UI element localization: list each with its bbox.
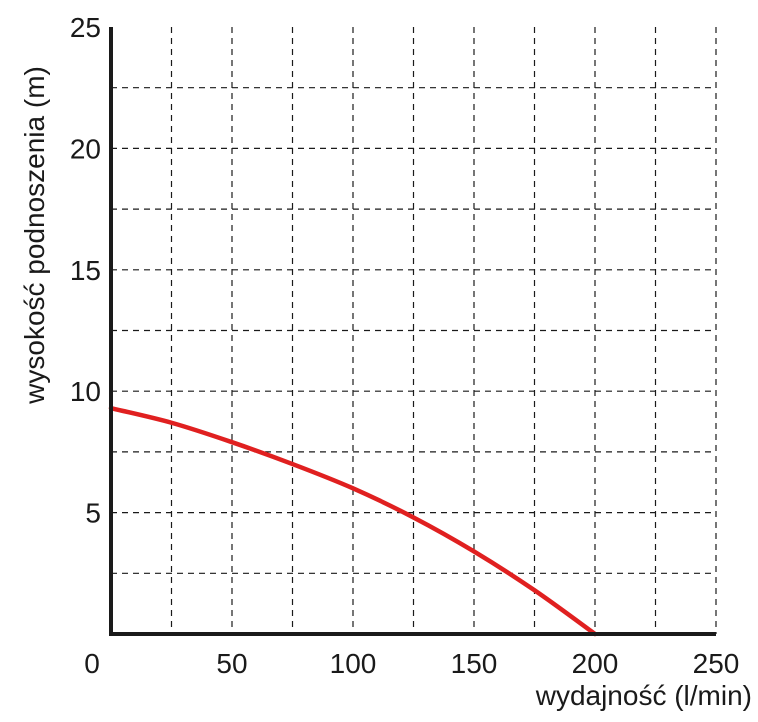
y-tick-label-20: 20	[70, 133, 101, 164]
y-tick-label-10: 10	[70, 376, 101, 407]
x-tick-label-200: 200	[572, 648, 619, 679]
x-tick-label-250: 250	[693, 648, 740, 679]
y-tick-label-25: 25	[70, 12, 101, 43]
y-tick-label-15: 15	[70, 255, 101, 286]
y-tick-label-5: 5	[85, 498, 101, 529]
x-tick-label-0: 0	[84, 648, 100, 679]
series-line-0	[108, 405, 598, 637]
tick-labels: 0 50 100 150 200 250 5 10 15 20 25	[70, 12, 740, 679]
y-axis-title: wysokość podnoszenia (m)	[19, 66, 50, 405]
x-tick-label-100: 100	[330, 648, 377, 679]
axes	[109, 27, 716, 636]
grid	[111, 27, 717, 634]
x-tick-label-150: 150	[451, 648, 498, 679]
x-axis-title: wydajność (l/min)	[535, 680, 752, 711]
x-tick-label-50: 50	[216, 648, 247, 679]
series-layer	[108, 405, 598, 637]
